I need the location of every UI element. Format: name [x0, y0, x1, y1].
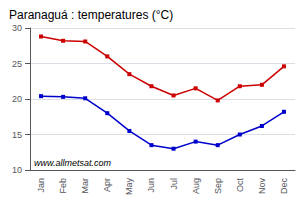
svg-text:Nov: Nov: [257, 178, 267, 195]
svg-text:Apr: Apr: [102, 178, 112, 192]
svg-text:Feb: Feb: [58, 178, 68, 194]
svg-text:Dec: Dec: [279, 178, 289, 195]
svg-text:Jan: Jan: [36, 178, 46, 193]
svg-text:Aug: Aug: [191, 178, 201, 194]
svg-text:30: 30: [12, 23, 22, 33]
svg-text:Mar: Mar: [80, 178, 90, 194]
svg-text:May: May: [124, 178, 134, 196]
svg-text:10: 10: [12, 165, 22, 175]
svg-text:20: 20: [12, 94, 22, 104]
svg-text:Sep: Sep: [213, 178, 223, 194]
svg-text:Paranaguá : temperatures (°C): Paranaguá : temperatures (°C): [9, 8, 173, 22]
svg-text:15: 15: [12, 130, 22, 140]
svg-text:Oct: Oct: [235, 178, 245, 193]
svg-text:www.allmetsat.com: www.allmetsat.com: [34, 158, 112, 168]
svg-text:Jun: Jun: [146, 178, 156, 193]
svg-text:25: 25: [12, 59, 22, 69]
svg-text:Jul: Jul: [169, 178, 179, 190]
